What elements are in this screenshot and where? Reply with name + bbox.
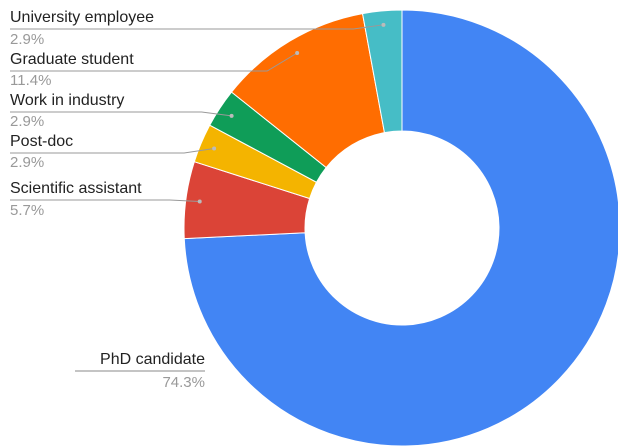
- leader-dot: [295, 51, 300, 56]
- slice-value-label: 2.9%: [10, 154, 44, 171]
- slice-value-label: 11.4%: [10, 72, 51, 89]
- slice-value-label: 74.3%: [162, 374, 205, 391]
- leader-line: [10, 111, 232, 117]
- slice-value-label: 2.9%: [10, 113, 44, 130]
- leader-line: [10, 199, 200, 203]
- leader-dot: [197, 199, 202, 204]
- leader-line: [10, 24, 384, 30]
- slice-value-label: 2.9%: [10, 31, 44, 48]
- slice: [361, 9, 403, 134]
- slice-label: Post-doc: [10, 133, 73, 150]
- leader-dot: [229, 113, 234, 118]
- leader-dot: [212, 146, 217, 151]
- slice: [183, 9, 618, 447]
- slice-label: Graduate student: [10, 51, 134, 68]
- leader-line: [10, 148, 215, 154]
- leader-dot: [381, 22, 386, 27]
- slice-label: University employee: [10, 9, 154, 26]
- slice-label: Work in industry: [10, 92, 124, 109]
- slice-value-label: 5.7%: [10, 202, 44, 219]
- slice-label: PhD candidate: [100, 351, 205, 368]
- slice-label: Scientific assistant: [10, 180, 142, 197]
- leader-line: [10, 52, 298, 72]
